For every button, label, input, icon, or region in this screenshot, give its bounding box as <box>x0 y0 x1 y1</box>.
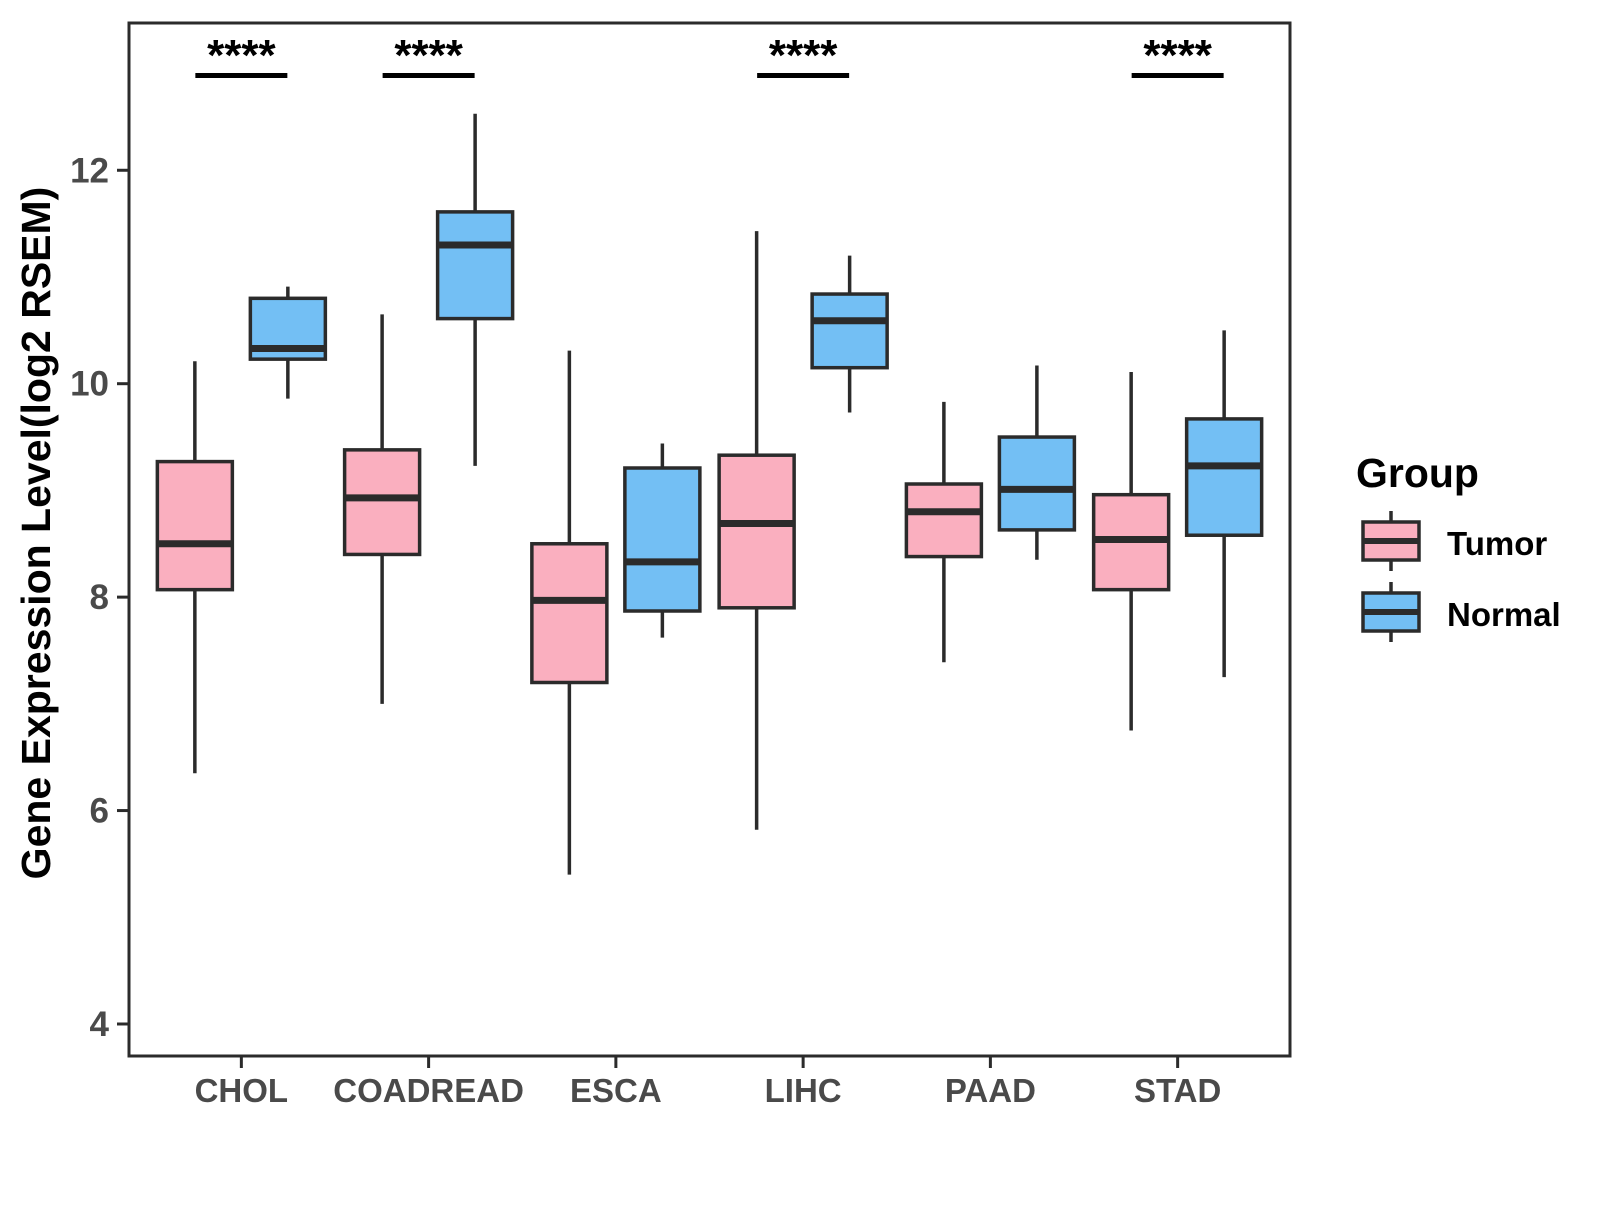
y-tick-label: 12 <box>70 151 109 190</box>
box-esca-normal <box>623 466 702 613</box>
legend-title: Group <box>1356 450 1479 496</box>
significance-stars-lihc: **** <box>769 31 838 80</box>
box-chol-tumor <box>155 459 235 592</box>
x-tick-label-stad: STAD <box>1134 1072 1221 1109</box>
legend-key-normal <box>1361 582 1421 642</box>
y-tick-label: 10 <box>70 365 109 404</box>
box-lihc-tumor <box>717 453 796 610</box>
significance-bar-coadread <box>382 73 475 78</box>
legend-key-tumor <box>1361 511 1421 571</box>
y-tick-label: 8 <box>90 578 109 617</box>
panel-border <box>127 21 1292 1058</box>
x-tick-label-paad: PAAD <box>945 1072 1036 1109</box>
y-tick-label: 6 <box>90 792 109 831</box>
significance-stars-chol: **** <box>207 31 276 80</box>
significance-stars-coadread: **** <box>394 31 463 80</box>
box-coadread-tumor <box>342 448 422 557</box>
significance-bar-chol <box>195 73 288 78</box>
box-paad-normal <box>997 435 1077 532</box>
significance-bar-stad <box>1131 73 1224 78</box>
box-paad-tumor <box>904 482 984 559</box>
y-axis-title: Gene Expression Level(log2 RSEM) <box>13 187 59 880</box>
x-tick-label-chol: CHOL <box>195 1072 289 1109</box>
box-stad-normal <box>1184 417 1264 537</box>
x-tick-label-esca: ESCA <box>570 1072 662 1109</box>
y-tick-label: 4 <box>90 1005 110 1044</box>
legend-label-normal: Normal <box>1447 596 1561 633</box>
box-esca-tumor <box>530 542 609 685</box>
x-tick-label-coadread: COADREAD <box>333 1072 524 1109</box>
legend: Group Tumor Normal <box>1356 450 1561 642</box>
box-lihc-normal <box>810 292 889 370</box>
x-tick-label-lihc: LIHC <box>765 1072 842 1109</box>
significance-bar-lihc <box>757 73 850 78</box>
significance-stars-stad: **** <box>1143 31 1212 80</box>
box-coadread-normal <box>435 210 515 321</box>
legend-label-tumor: Tumor <box>1447 525 1547 562</box>
